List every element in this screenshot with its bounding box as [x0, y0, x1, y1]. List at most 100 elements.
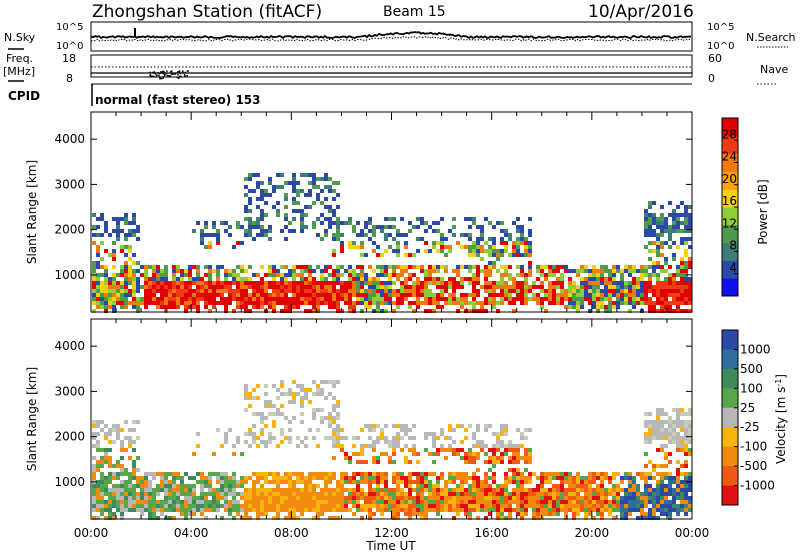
velocity-cell — [420, 500, 424, 504]
velocity-cell — [328, 496, 332, 500]
velocity-cell — [300, 420, 304, 424]
velocity-cell — [620, 480, 624, 484]
power-cell — [400, 233, 404, 237]
power-cell — [608, 285, 612, 289]
velocity-cell — [252, 472, 256, 476]
velocity-cell — [548, 488, 552, 492]
power-cell — [384, 237, 388, 241]
velocity-cell — [316, 508, 320, 512]
power-cell — [660, 205, 664, 209]
power-cell — [592, 297, 596, 301]
power-cell — [672, 285, 676, 289]
velocity-cell — [196, 504, 200, 508]
velocity-cell — [444, 508, 448, 512]
velocity-cell — [232, 476, 236, 480]
power-cell — [328, 205, 332, 209]
power-cell — [620, 289, 624, 293]
velocity-cell — [324, 504, 328, 508]
velocity-cell — [448, 448, 452, 452]
velocity-cell — [140, 480, 144, 484]
power-cell — [520, 273, 524, 277]
velocity-cell — [148, 500, 152, 504]
power-cell — [116, 229, 120, 233]
power-cell — [376, 285, 380, 289]
power-cell — [312, 181, 316, 185]
power-cell — [404, 241, 408, 245]
power-cell — [452, 289, 456, 293]
power-colorbar-segment — [722, 242, 738, 261]
velocity-cell — [300, 480, 304, 484]
power-cell — [376, 265, 380, 269]
power-cell — [332, 305, 336, 309]
power-cell — [448, 289, 452, 293]
velocity-cell — [608, 476, 612, 480]
velocity-cell — [360, 480, 364, 484]
power-cell — [616, 285, 620, 289]
velocity-cell — [684, 412, 688, 416]
velocity-cell — [248, 428, 252, 432]
power-cell — [360, 289, 364, 293]
power-cell — [156, 277, 160, 281]
power-cell — [444, 285, 448, 289]
power-cell — [352, 301, 356, 305]
power-cell — [236, 273, 240, 277]
velocity-cell — [516, 484, 520, 488]
velocity-cell — [128, 472, 132, 476]
velocity-cell — [264, 512, 268, 516]
noise-left-tick-top: 10^5 — [56, 22, 83, 33]
power-cell — [508, 273, 512, 277]
power-cell — [260, 293, 264, 297]
power-cell — [212, 289, 216, 293]
velocity-cell — [560, 472, 564, 476]
power-cell — [344, 281, 348, 285]
velocity-cell — [328, 412, 332, 416]
velocity-cell — [232, 496, 236, 500]
power-cell — [380, 297, 384, 301]
power-cell — [328, 281, 332, 285]
power-cell — [384, 293, 388, 297]
power-cell — [620, 297, 624, 301]
power-cell — [164, 265, 168, 269]
velocity-cell — [200, 484, 204, 488]
velocity-cell — [156, 504, 160, 508]
velocity-cell — [264, 404, 268, 408]
velocity-cell — [612, 508, 616, 512]
velocity-cell — [204, 500, 208, 504]
power-colorbar-tick-label: 4 — [729, 261, 737, 275]
power-cell — [288, 285, 292, 289]
power-cell — [348, 281, 352, 285]
velocity-cell — [292, 416, 296, 420]
power-cell — [660, 269, 664, 273]
power-cell — [156, 285, 160, 289]
power-cell — [336, 221, 340, 225]
power-cell — [584, 285, 588, 289]
velocity-cell — [272, 412, 276, 416]
velocity-cell — [424, 484, 428, 488]
power-cell — [420, 285, 424, 289]
velocity-cell — [532, 488, 536, 492]
velocity-cell — [180, 512, 184, 516]
velocity-cell — [468, 488, 472, 492]
velocity-cell — [168, 484, 172, 488]
velocity-cell — [272, 420, 276, 424]
power-cell — [516, 225, 520, 229]
velocity-cell — [120, 444, 124, 448]
power-cell — [580, 285, 584, 289]
velocity-cell — [272, 492, 276, 496]
velocity-cell — [476, 492, 480, 496]
power-cell — [524, 297, 528, 301]
power-cell — [500, 277, 504, 281]
velocity-cell — [228, 476, 232, 480]
velocity-cell — [500, 508, 504, 512]
power-cell — [480, 285, 484, 289]
power-cell — [364, 253, 368, 257]
velocity-cell — [680, 464, 684, 468]
power-cell — [436, 221, 440, 225]
velocity-cell — [536, 508, 540, 512]
power-cell — [584, 269, 588, 273]
velocity-cell — [572, 492, 576, 496]
velocity-cell — [384, 424, 388, 428]
power-cell — [304, 289, 308, 293]
power-cell — [420, 265, 424, 269]
